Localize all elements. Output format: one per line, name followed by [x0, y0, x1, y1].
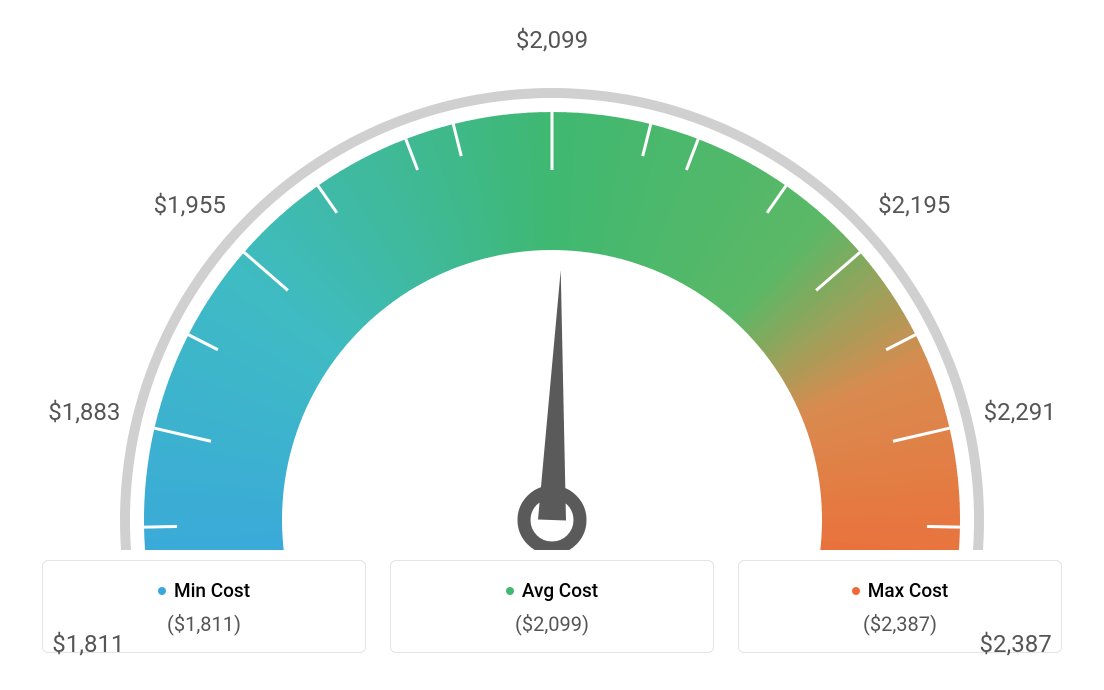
dot-icon	[158, 587, 166, 595]
legend-min-title: Min Cost	[158, 579, 250, 602]
legend-avg-value: ($2,099)	[515, 612, 589, 636]
gauge-tick-label: $2,195	[878, 191, 950, 219]
dot-icon	[506, 587, 514, 595]
gauge-tick-label: $1,883	[48, 398, 120, 426]
gauge-tick-label: $2,291	[984, 398, 1056, 426]
legend-max-value: ($2,387)	[863, 612, 937, 636]
gauge-tick-label: $1,811	[52, 630, 124, 658]
legend-max-label: Max Cost	[868, 579, 948, 602]
legend-avg-label: Avg Cost	[522, 579, 598, 602]
legend-avg-title: Avg Cost	[506, 579, 598, 602]
legend-avg-card: Avg Cost ($2,099)	[390, 560, 714, 653]
gauge-svg	[22, 20, 1082, 550]
legend-row: Min Cost ($1,811) Avg Cost ($2,099) Max …	[42, 560, 1062, 653]
legend-max-title: Max Cost	[852, 579, 948, 602]
legend-min-label: Min Cost	[174, 579, 250, 602]
cost-gauge: $1,811$1,883$1,955$2,099$2,195$2,291$2,3…	[22, 20, 1082, 550]
legend-min-value: ($1,811)	[167, 612, 241, 636]
gauge-tick-label: $1,955	[154, 191, 226, 219]
gauge-tick-label: $2,387	[980, 630, 1052, 658]
gauge-tick-label: $2,099	[516, 26, 588, 54]
dot-icon	[852, 587, 860, 595]
